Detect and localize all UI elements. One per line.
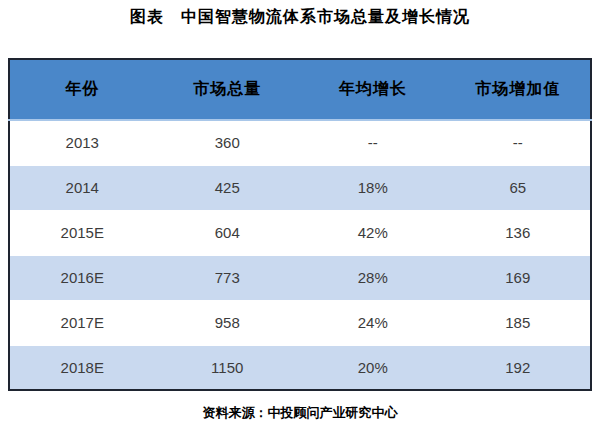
cell-market-increase: 185 (446, 300, 592, 345)
cell-market-increase: 136 (446, 210, 592, 255)
cell-market-increase: 192 (446, 345, 592, 390)
cell-annual-growth: 20% (300, 345, 446, 390)
cell-market-increase: 169 (446, 255, 592, 300)
page-title: 图表 中国智慧物流体系市场总量及增长情况 (0, 6, 600, 28)
market-data-table-container: 年份 市场总量 年均增长 市场增加值 2013 360 -- -- 2014 4… (8, 58, 592, 391)
table-row: 2016E 773 28% 169 (9, 255, 591, 300)
cell-market-total: 604 (155, 210, 301, 255)
market-data-table: 年份 市场总量 年均增长 市场增加值 2013 360 -- -- 2014 4… (8, 58, 592, 391)
cell-market-total: 1150 (155, 345, 301, 390)
cell-year: 2015E (9, 210, 155, 255)
cell-year: 2014 (9, 165, 155, 210)
table-row: 2014 425 18% 65 (9, 165, 591, 210)
cell-market-increase: 65 (446, 165, 592, 210)
cell-year: 2018E (9, 345, 155, 390)
source-note: 资料来源：中投顾问产业研究中心 (0, 403, 600, 423)
cell-annual-growth: -- (300, 120, 446, 165)
cell-year: 2016E (9, 255, 155, 300)
table-header-row: 年份 市场总量 年均增长 市场增加值 (9, 59, 591, 120)
column-header-market-total: 市场总量 (155, 59, 301, 120)
cell-annual-growth: 24% (300, 300, 446, 345)
table-row: 2017E 958 24% 185 (9, 300, 591, 345)
cell-market-total: 360 (155, 120, 301, 165)
table-row: 2015E 604 42% 136 (9, 210, 591, 255)
report-table-page: 图表 中国智慧物流体系市场总量及增长情况 年份 市场总量 年均增长 市场增加值 … (0, 0, 600, 436)
cell-year: 2017E (9, 300, 155, 345)
column-header-annual-growth: 年均增长 (300, 59, 446, 120)
cell-annual-growth: 18% (300, 165, 446, 210)
cell-market-total: 773 (155, 255, 301, 300)
cell-market-total: 425 (155, 165, 301, 210)
cell-year: 2013 (9, 120, 155, 165)
cell-market-total: 958 (155, 300, 301, 345)
cell-annual-growth: 42% (300, 210, 446, 255)
table-row: 2013 360 -- -- (9, 120, 591, 165)
table-row: 2018E 1150 20% 192 (9, 345, 591, 390)
column-header-year: 年份 (9, 59, 155, 120)
cell-market-increase: -- (446, 120, 592, 165)
column-header-market-increase: 市场增加值 (446, 59, 592, 120)
cell-annual-growth: 28% (300, 255, 446, 300)
